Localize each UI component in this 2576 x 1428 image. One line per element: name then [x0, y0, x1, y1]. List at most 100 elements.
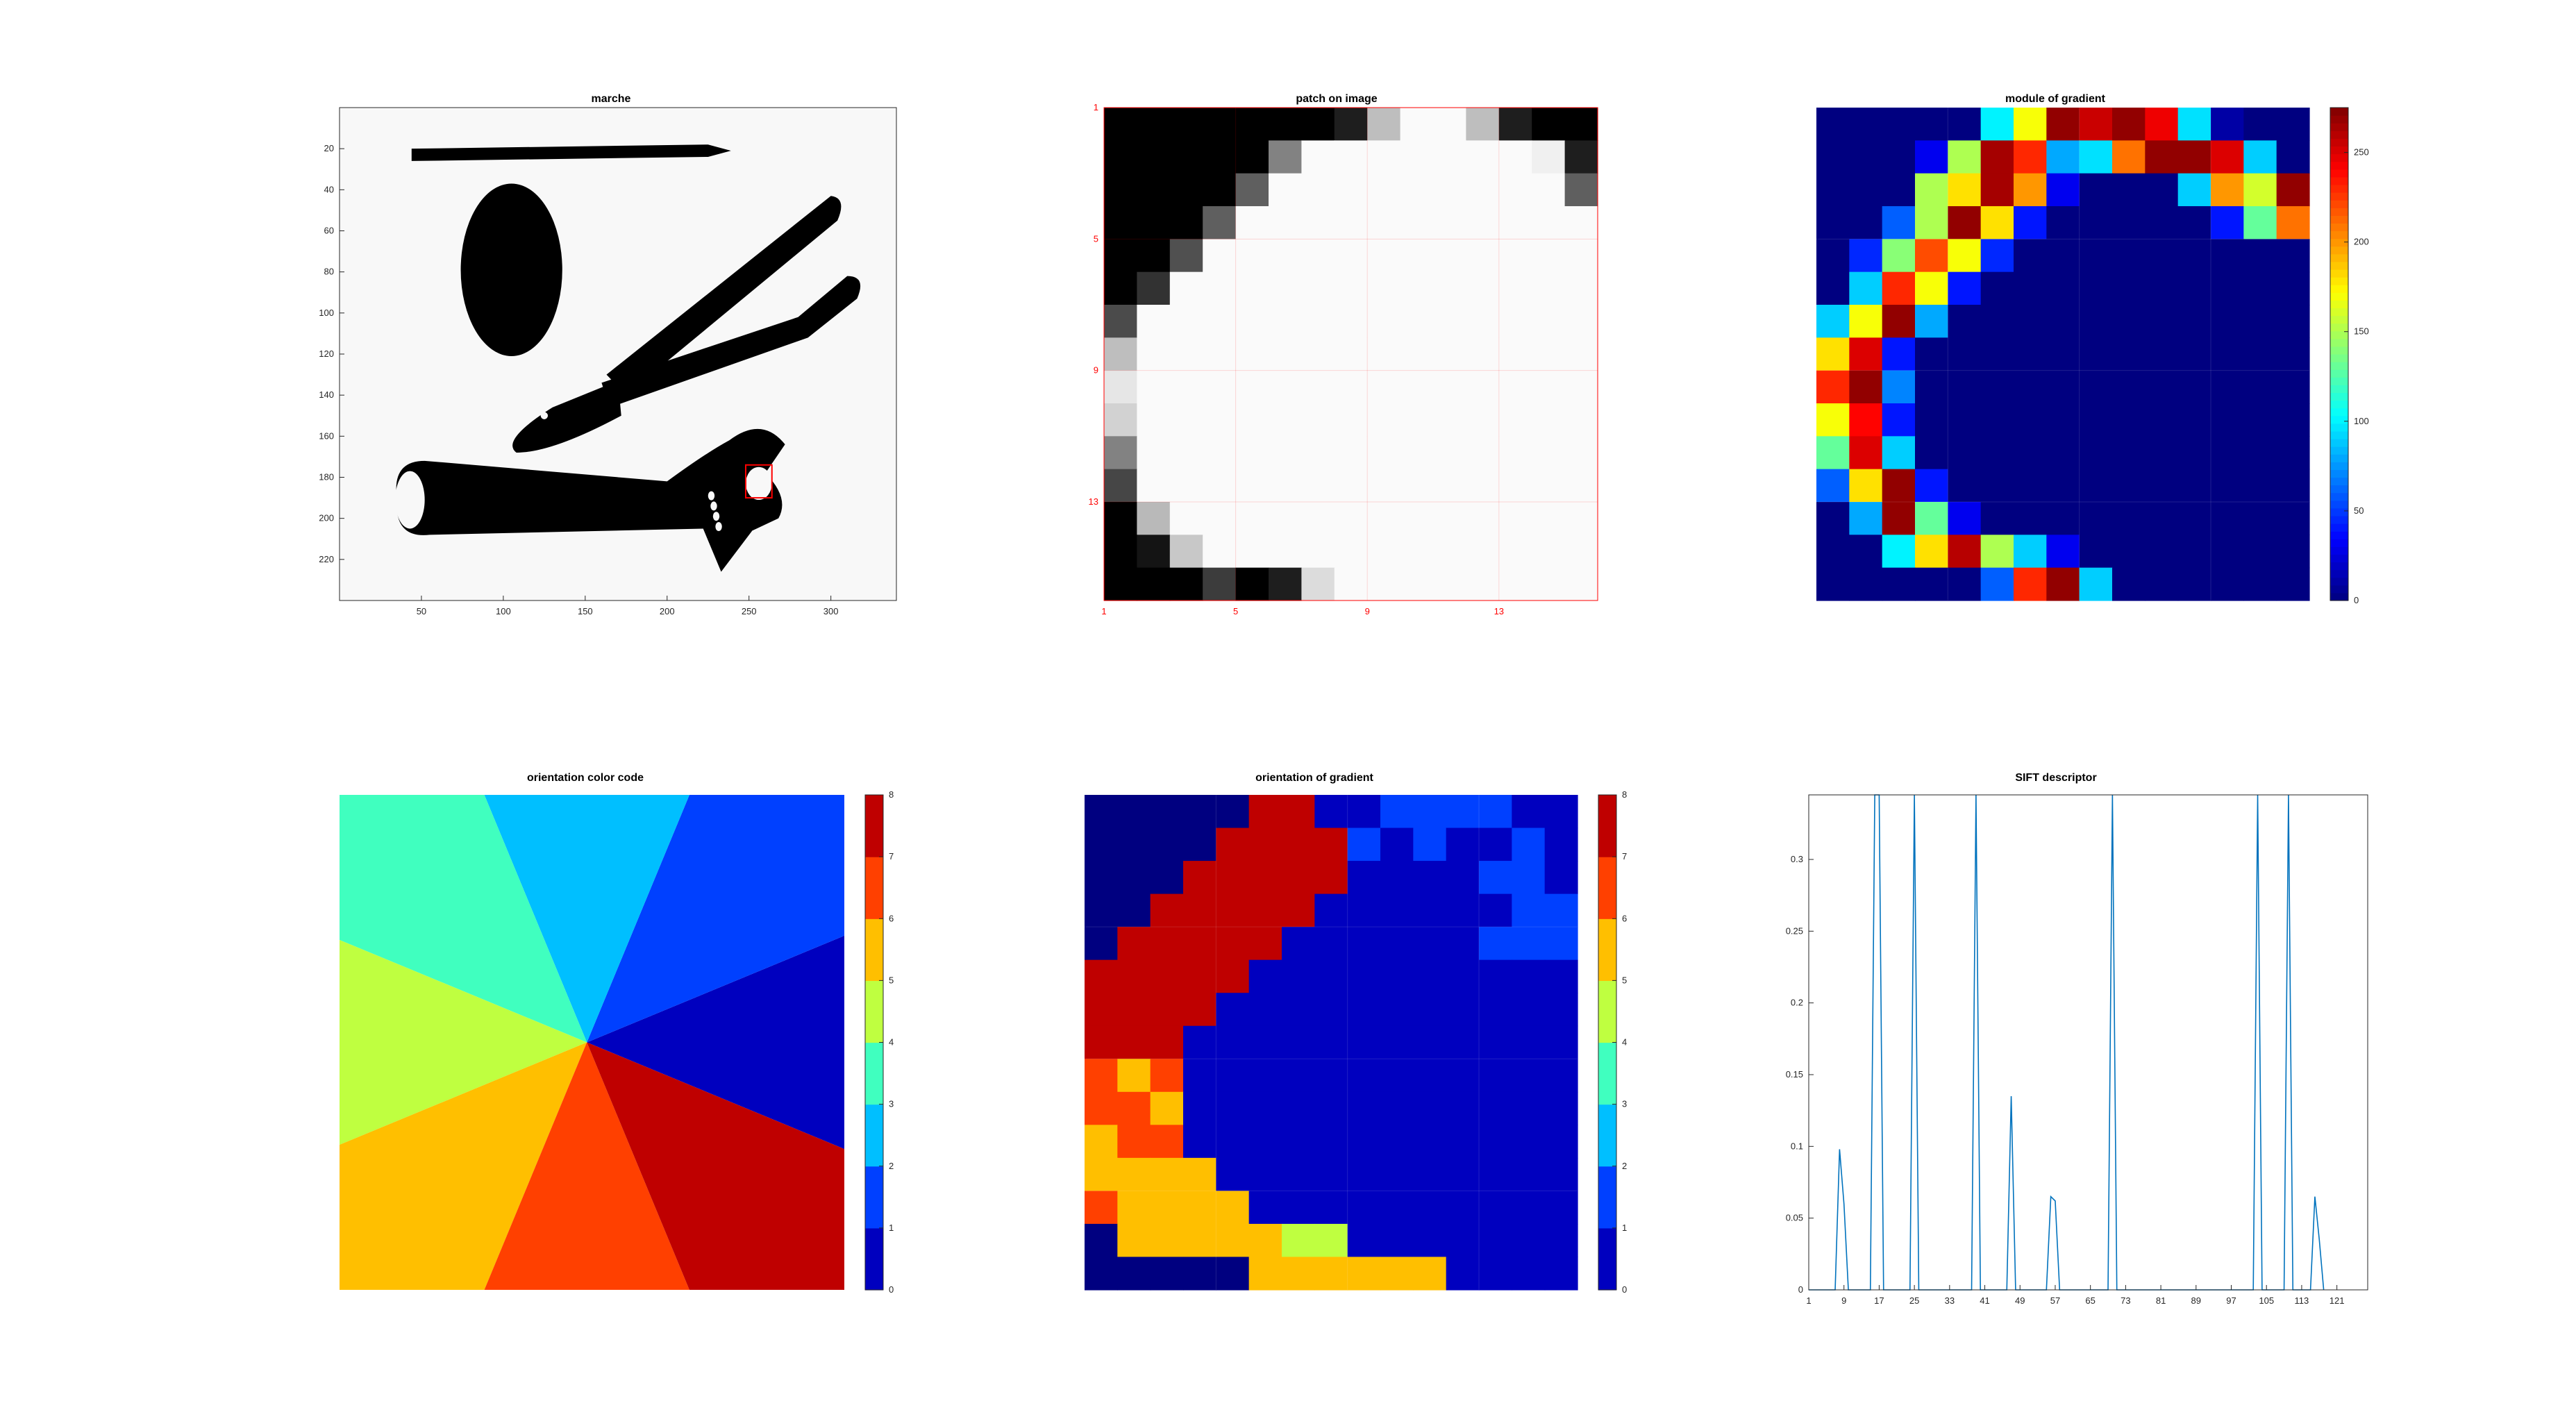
gradient-module-cell — [1915, 337, 1948, 371]
orientation-gradient-cell — [1282, 927, 1315, 961]
patch-pixel — [1532, 173, 1566, 207]
patch-pixel — [1466, 469, 1500, 503]
gradient-module-cell — [1980, 239, 2014, 273]
panel-title-sift: SIFT descriptor — [2015, 772, 2096, 784]
image-ytick-label: 180 — [319, 472, 334, 482]
patch-pixel — [1367, 403, 1401, 437]
orientation-gradient-cell — [1183, 1059, 1216, 1093]
patch-pixel — [1498, 206, 1532, 240]
gradient-module-cell — [2145, 567, 2179, 601]
orientation-gradient-cell — [1479, 993, 1512, 1027]
gradient-module-colorbar-step — [2330, 354, 2348, 362]
gradient-module-cell — [2079, 173, 2113, 207]
patch-pixel — [1104, 469, 1137, 503]
gradient-module-cell — [1882, 567, 1916, 601]
gradient-module-cell — [2276, 403, 2310, 437]
gradient-module-colorbar-step — [2330, 176, 2348, 185]
orientation-gradient-cell — [1085, 861, 1118, 895]
gradient-module-cell — [2145, 239, 2179, 273]
orientation-gradient-cell — [1479, 861, 1512, 895]
orientation-gradient-cell — [1380, 1059, 1414, 1093]
gradient-module-colorbar-step — [2330, 462, 2348, 471]
image-ytick-label: 100 — [319, 308, 334, 318]
orientation-gradient-cell — [1282, 1223, 1315, 1258]
wrench-slot — [712, 512, 720, 521]
orientation-gradient-cell — [1347, 861, 1381, 895]
patch-pixel — [1334, 370, 1368, 404]
gradient-module-cell — [2079, 305, 2113, 338]
patch-pixel — [1269, 502, 1302, 535]
orientation-gradient-cell — [1117, 861, 1151, 895]
orientation-gradient-cell — [1413, 1257, 1447, 1291]
patch-pixel — [1400, 337, 1434, 371]
patch-xtick-label: 13 — [1494, 606, 1504, 616]
gradient-module-cell — [2177, 535, 2211, 569]
orientation-gradient-cell — [1314, 1025, 1348, 1059]
patch-pixel — [1400, 403, 1434, 437]
patch-pixel — [1137, 337, 1171, 371]
wrench-slot — [708, 491, 715, 501]
gradient-module-cell — [2276, 370, 2310, 404]
patch-pixel — [1564, 173, 1598, 207]
panel-orientation-gradient: 0 1 2 3 4 5 6 7 8 — [1085, 789, 1627, 1295]
gradient-module-colorbar-step — [2330, 523, 2348, 532]
gradient-module-cell — [2046, 305, 2080, 338]
orientation-gradient-cell — [1413, 795, 1447, 829]
gradient-module-cell — [1948, 239, 1982, 273]
orientation-gradient-cell — [1544, 1125, 1578, 1159]
orientation-gradient-cell — [1544, 1091, 1578, 1125]
orientation-gradient-cell — [1512, 993, 1546, 1027]
patch-pixel — [1367, 469, 1401, 503]
patch-ytick-label: 1 — [1094, 102, 1098, 112]
gradient-module-colorbar-step — [2330, 423, 2348, 432]
gradient-module-cell — [1816, 337, 1850, 371]
patch-pixel — [1334, 271, 1368, 305]
gradient-module-cell — [2243, 403, 2277, 437]
gradient-module-cell — [2014, 173, 2047, 207]
orientation-gradient-cell — [1347, 893, 1381, 927]
patch-pixel — [1564, 535, 1598, 569]
gradient-module-cell — [2014, 337, 2047, 371]
gradient-module-cell — [1816, 502, 1850, 535]
gradient-module-cell — [2046, 173, 2080, 207]
orientation-gradient-cell — [1183, 893, 1216, 927]
gradient-module-cell — [1915, 140, 1948, 174]
gradient-module-cell — [2177, 140, 2211, 174]
orientation-gradient-cell — [1347, 993, 1381, 1027]
patch-pixel — [1466, 206, 1500, 240]
gradient-module-colorbar-step — [2330, 108, 2348, 116]
patch-ytick-label: 9 — [1094, 365, 1098, 376]
patch-xtick-label: 1 — [1101, 606, 1106, 616]
orientation-gradient-colorbar-step — [1598, 1042, 1616, 1105]
patch-axes-frame — [1103, 107, 1598, 601]
image-xtick-label: 250 — [742, 606, 757, 616]
patch-pixel — [1532, 271, 1566, 305]
image-ytick-label: 20 — [324, 143, 334, 153]
orientation-gradient-cell — [1380, 1157, 1414, 1191]
gradient-module-cell — [2014, 305, 2047, 338]
patch-pixel — [1169, 305, 1203, 338]
gradient-module-colorbar-step — [2330, 346, 2348, 355]
gradient-module-cell — [1948, 502, 1982, 535]
patch-pixel — [1203, 108, 1237, 141]
orientation-code-sectors — [340, 795, 844, 1290]
gradient-module-cell — [2079, 535, 2113, 569]
orientation-code-colorbar-step — [865, 1104, 883, 1167]
patch-pixel — [1466, 173, 1500, 207]
orientation-gradient-cell — [1544, 1025, 1578, 1059]
patch-pixel — [1367, 108, 1401, 141]
gradient-module-cell — [1816, 108, 1850, 141]
orientation-code-colorbar-step — [865, 795, 883, 857]
orientation-code-colorbar-step — [865, 1227, 883, 1291]
patch-pixel — [1203, 239, 1237, 273]
orientation-gradient-cell — [1413, 1191, 1447, 1225]
image-xtick-label: 100 — [496, 606, 511, 616]
patch-pixel — [1564, 436, 1598, 470]
gradient-module-cell — [1849, 173, 1883, 207]
gradient-module-cell — [1882, 140, 1916, 174]
orientation-gradient-cell — [1380, 1191, 1414, 1225]
orientation-gradient-cell — [1446, 893, 1480, 927]
orientation-gradient-cell — [1117, 1223, 1151, 1258]
gradient-module-cell — [1816, 271, 1850, 305]
patch-pixel — [1269, 271, 1302, 305]
